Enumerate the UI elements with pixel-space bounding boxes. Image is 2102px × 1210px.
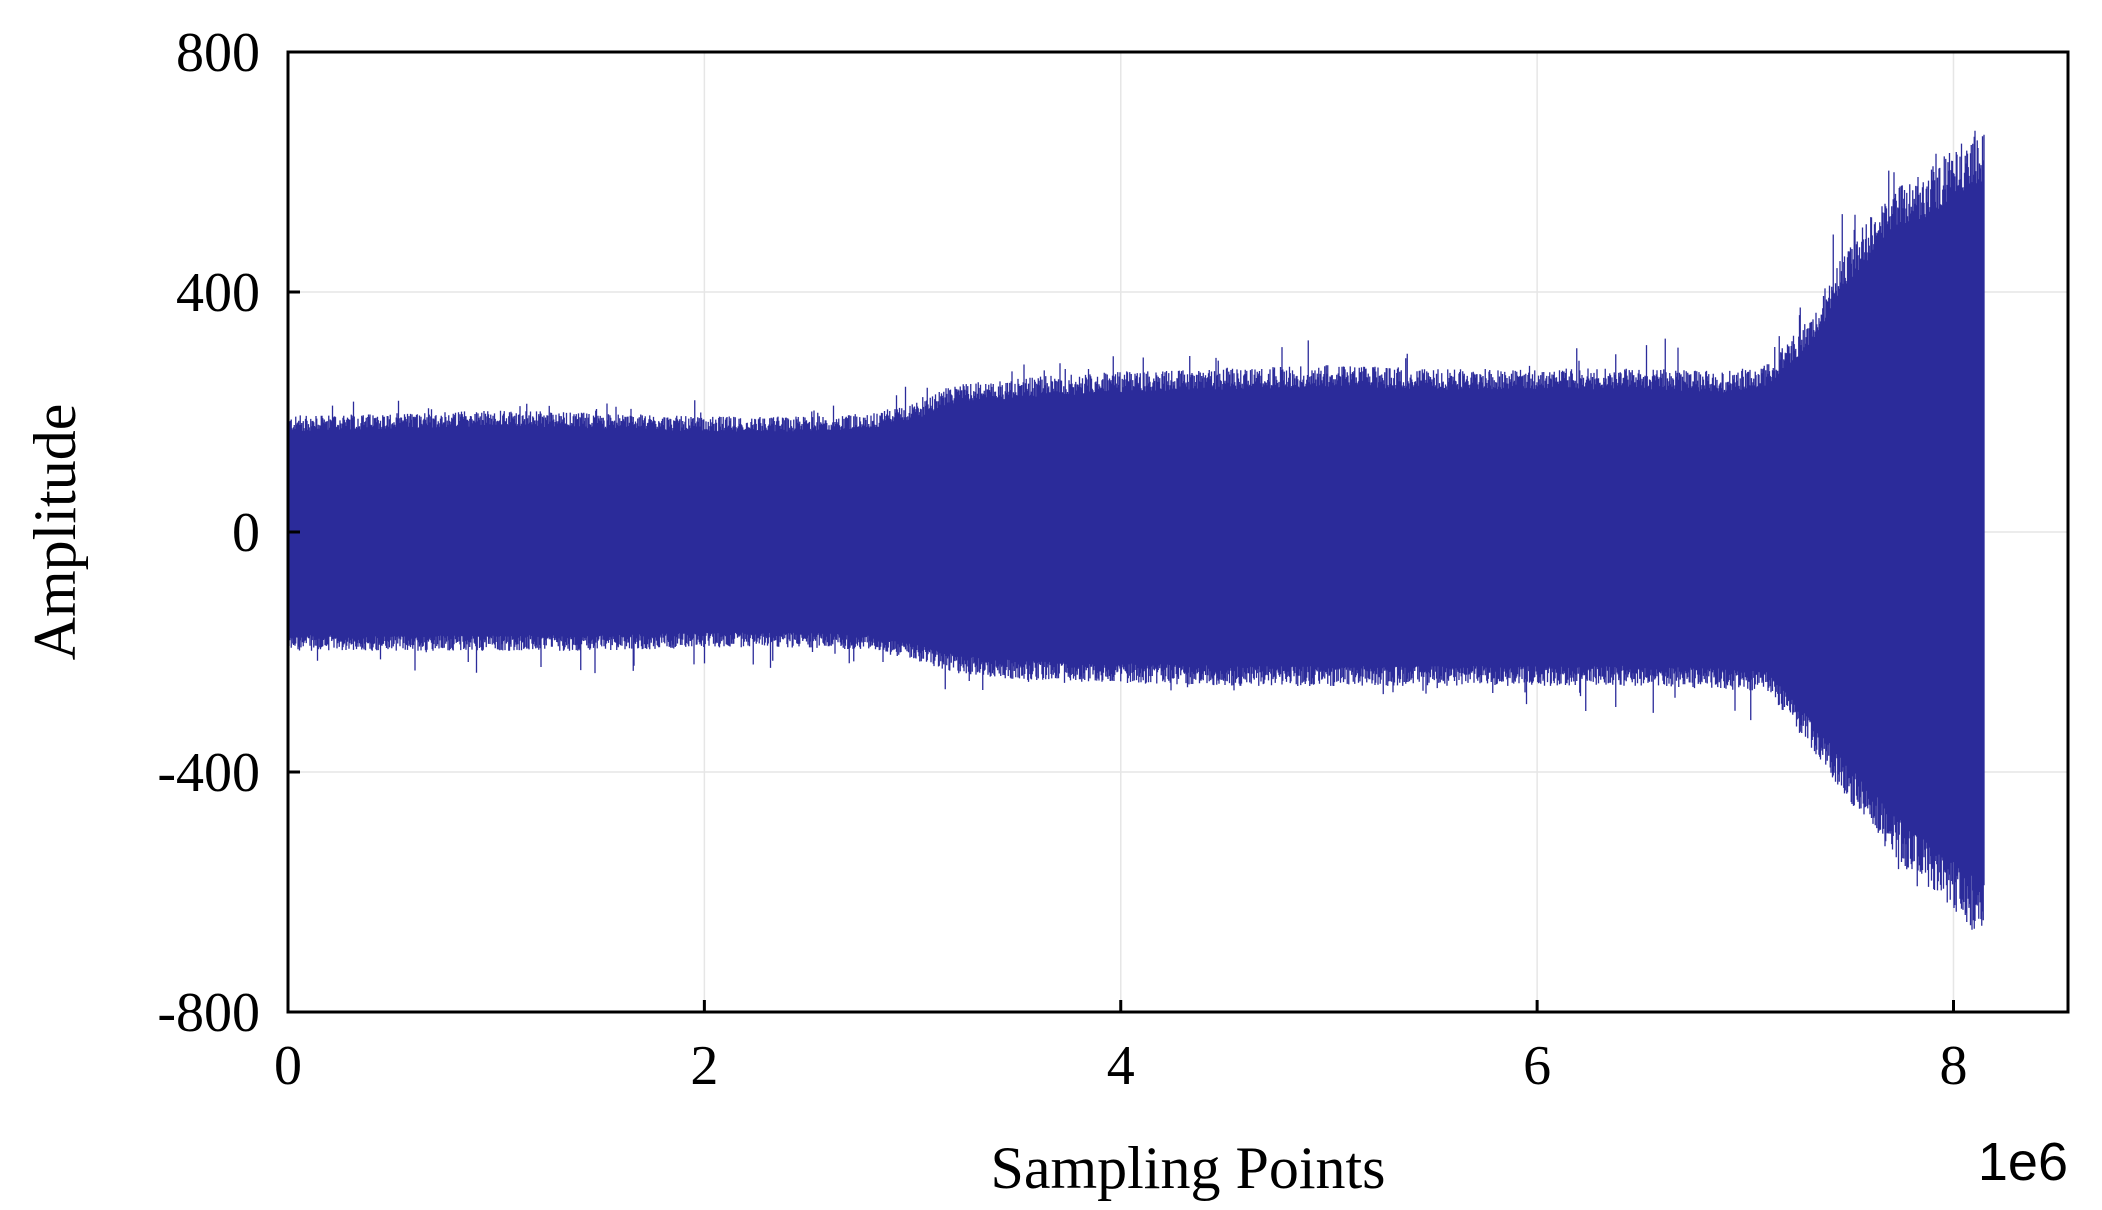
axis-ticks	[286, 50, 1955, 1014]
x-tick-label-1: 2	[690, 1035, 718, 1097]
tick-labels: 0 2 4 6 8 -800 -400 0 400 800	[157, 22, 1967, 1097]
x-tick-label-0: 0	[274, 1035, 302, 1097]
y-tick-label-2: 0	[232, 502, 260, 564]
signal-waveform	[288, 130, 1985, 930]
signal-trace	[288, 130, 1985, 930]
y-tick-label-3: 400	[176, 262, 260, 324]
x-tick-label-2: 4	[1107, 1035, 1135, 1097]
y-tick-label-0: -800	[157, 982, 260, 1044]
x-axis-label: Sampling Points	[990, 1135, 1385, 1201]
y-axis-label: Amplitude	[22, 404, 88, 661]
x-axis-offset-label: 1e6	[1978, 1132, 2068, 1192]
y-tick-label-1: -400	[157, 742, 260, 804]
y-tick-label-4: 800	[176, 22, 260, 84]
x-tick-label-3: 6	[1523, 1035, 1551, 1097]
x-tick-label-4: 8	[1939, 1035, 1967, 1097]
